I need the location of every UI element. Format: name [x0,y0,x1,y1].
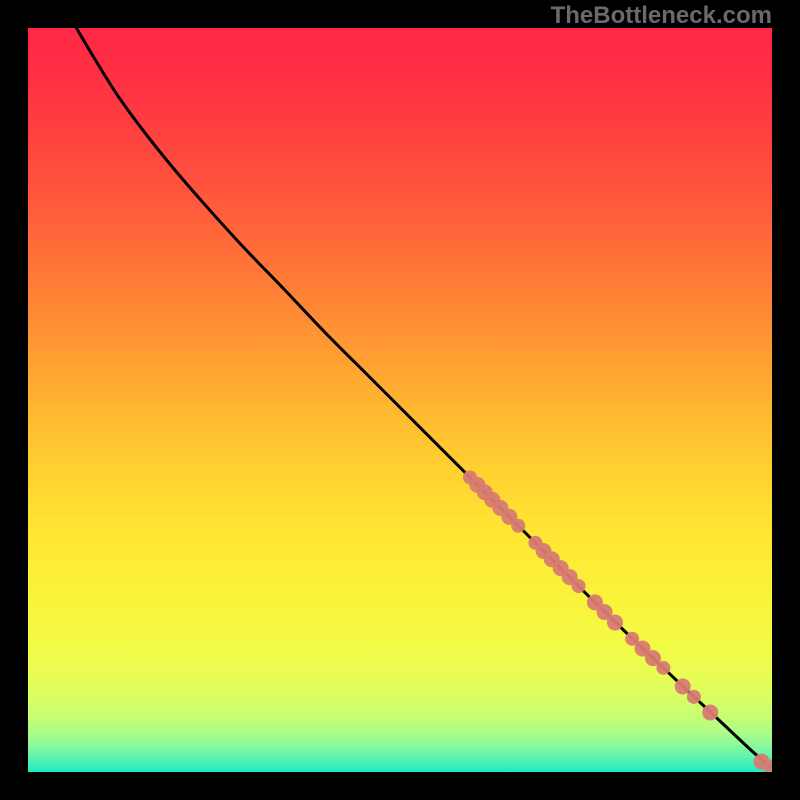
plot-area [28,28,772,772]
data-marker [572,579,586,593]
data-marker [656,661,670,675]
plot-svg [28,28,772,772]
data-marker [675,678,691,694]
data-marker [607,614,623,630]
data-marker [511,519,525,533]
data-marker [702,704,718,720]
data-marker [687,690,701,704]
watermark-text: TheBottleneck.com [551,2,772,30]
stage: TheBottleneck.com [0,0,800,800]
